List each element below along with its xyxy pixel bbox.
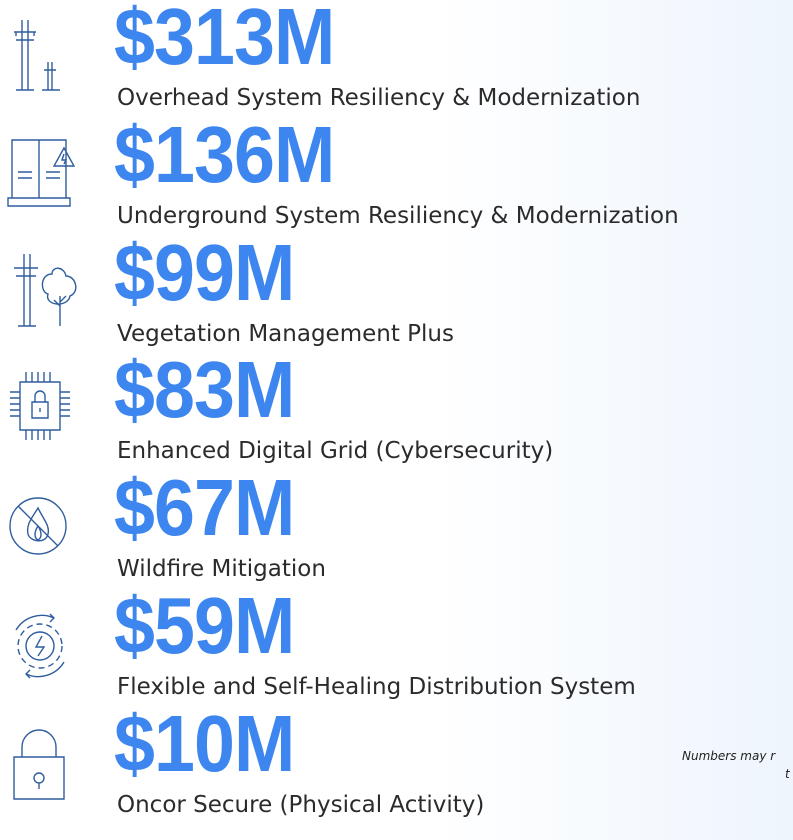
icon-overhead — [14, 20, 60, 91]
amount: $10M — [114, 698, 295, 788]
label: Wildfire Mitigation — [117, 556, 326, 583]
icon-cyber — [10, 372, 70, 440]
amount: $136M — [114, 109, 335, 199]
label: Underground System Resiliency & Moderniz… — [117, 202, 679, 229]
amount: $83M — [114, 345, 295, 435]
footnote: Numbers may r — [682, 749, 776, 763]
footnote: t — [785, 767, 790, 781]
amount: $59M — [114, 581, 295, 670]
icon-secure — [13, 729, 65, 800]
label: Overhead System Resiliency & Modernizati… — [117, 85, 641, 111]
icon-flexible — [15, 613, 65, 679]
amount: $99M — [114, 227, 295, 317]
label: Vegetation Management Plus — [117, 320, 454, 347]
icon-underground — [7, 139, 76, 207]
label: Flexible and Self-Healing Distribution S… — [117, 674, 636, 700]
icon-wildfire — [9, 497, 67, 555]
amount: $313M — [114, 0, 335, 81]
icon-vegetation — [14, 254, 77, 327]
label: Oncor Secure (Physical Activity) — [117, 791, 485, 818]
label: Enhanced Digital Grid (Cybersecurity) — [117, 438, 554, 465]
amount: $67M — [114, 463, 295, 553]
